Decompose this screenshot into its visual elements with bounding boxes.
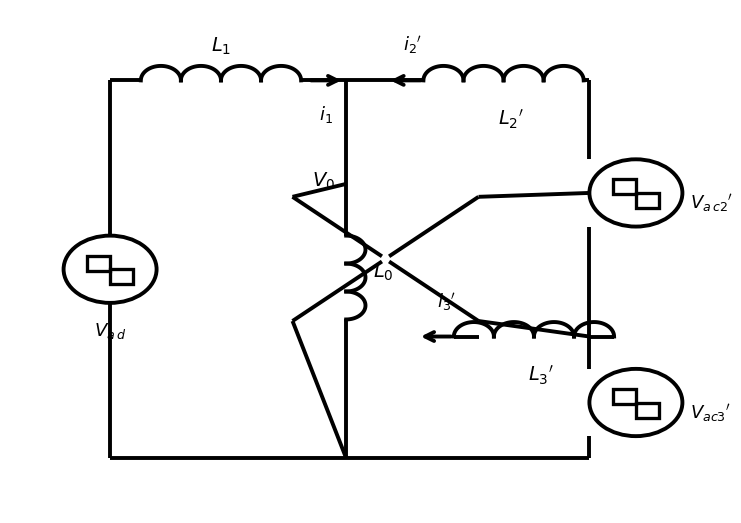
- Text: $i_2{'}$: $i_2{'}$: [403, 33, 422, 55]
- Bar: [613, 389, 636, 404]
- Text: $V_{a\,d}$: $V_{a\,d}$: [94, 321, 126, 341]
- Text: $V_{ac3}{'}$: $V_{ac3}{'}$: [690, 402, 731, 424]
- Bar: [613, 179, 636, 195]
- Bar: [636, 403, 659, 418]
- Text: $V_{a\,c2}{'}$: $V_{a\,c2}{'}$: [690, 192, 733, 214]
- Bar: [636, 193, 659, 208]
- Text: $i_3{'}$: $i_3{'}$: [437, 291, 456, 313]
- Text: $i_1$: $i_1$: [319, 104, 333, 124]
- Text: $L_1$: $L_1$: [211, 36, 231, 57]
- Text: $L_2{'}$: $L_2{'}$: [498, 107, 524, 131]
- Text: $V_0$: $V_0$: [313, 170, 336, 192]
- Bar: [87, 256, 110, 271]
- Text: $L_0$: $L_0$: [373, 262, 394, 283]
- Bar: [110, 269, 133, 285]
- Text: $L_3{'}$: $L_3{'}$: [528, 363, 554, 386]
